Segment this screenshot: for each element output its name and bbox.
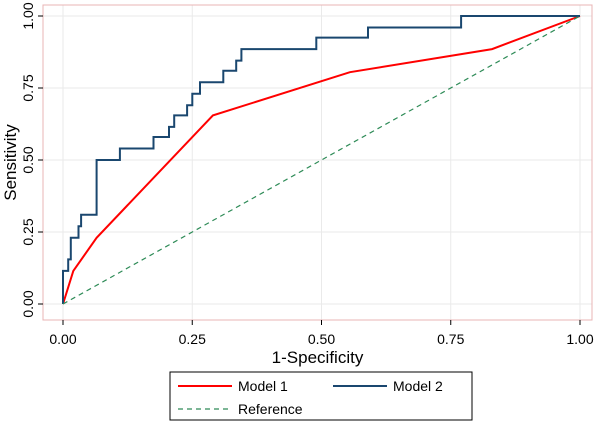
x-tick-label: 0.25: [179, 331, 206, 347]
legend-label: Reference: [238, 401, 303, 417]
y-axis-label: Sensitivity: [1, 124, 20, 201]
x-tick-label: 0.00: [49, 331, 76, 347]
series-line-model-2: [62, 15, 580, 304]
legend: Model 1 Model 2 Reference: [169, 371, 473, 421]
axes: 0.00 0.25 0.50 0.75 1.00 0.00 0.25 0.50 0.75 1.00: [20, 2, 594, 347]
x-tick-label: 0.75: [437, 331, 464, 347]
legend-label: Model 1: [238, 378, 288, 394]
y-tick-label: 0.50: [20, 146, 36, 173]
x-tick-label: 1.00: [566, 331, 593, 347]
y-tick-label: 0.25: [20, 218, 36, 245]
y-tick-label: 0.75: [20, 74, 36, 101]
x-tick-label: 0.50: [308, 331, 335, 347]
legend-label: Model 2: [393, 378, 443, 394]
y-tick-label: 1.00: [20, 2, 36, 29]
x-axis-label: 1-Specificity: [272, 348, 364, 367]
y-tick-label: 0.00: [20, 290, 36, 317]
axis-labels: 1-Specificity Sensitivity: [1, 124, 364, 367]
series-layer: [62, 15, 581, 305]
legend-box: [169, 371, 473, 421]
series-line-model-1: [62, 15, 581, 305]
plot-frame: [42, 4, 593, 321]
